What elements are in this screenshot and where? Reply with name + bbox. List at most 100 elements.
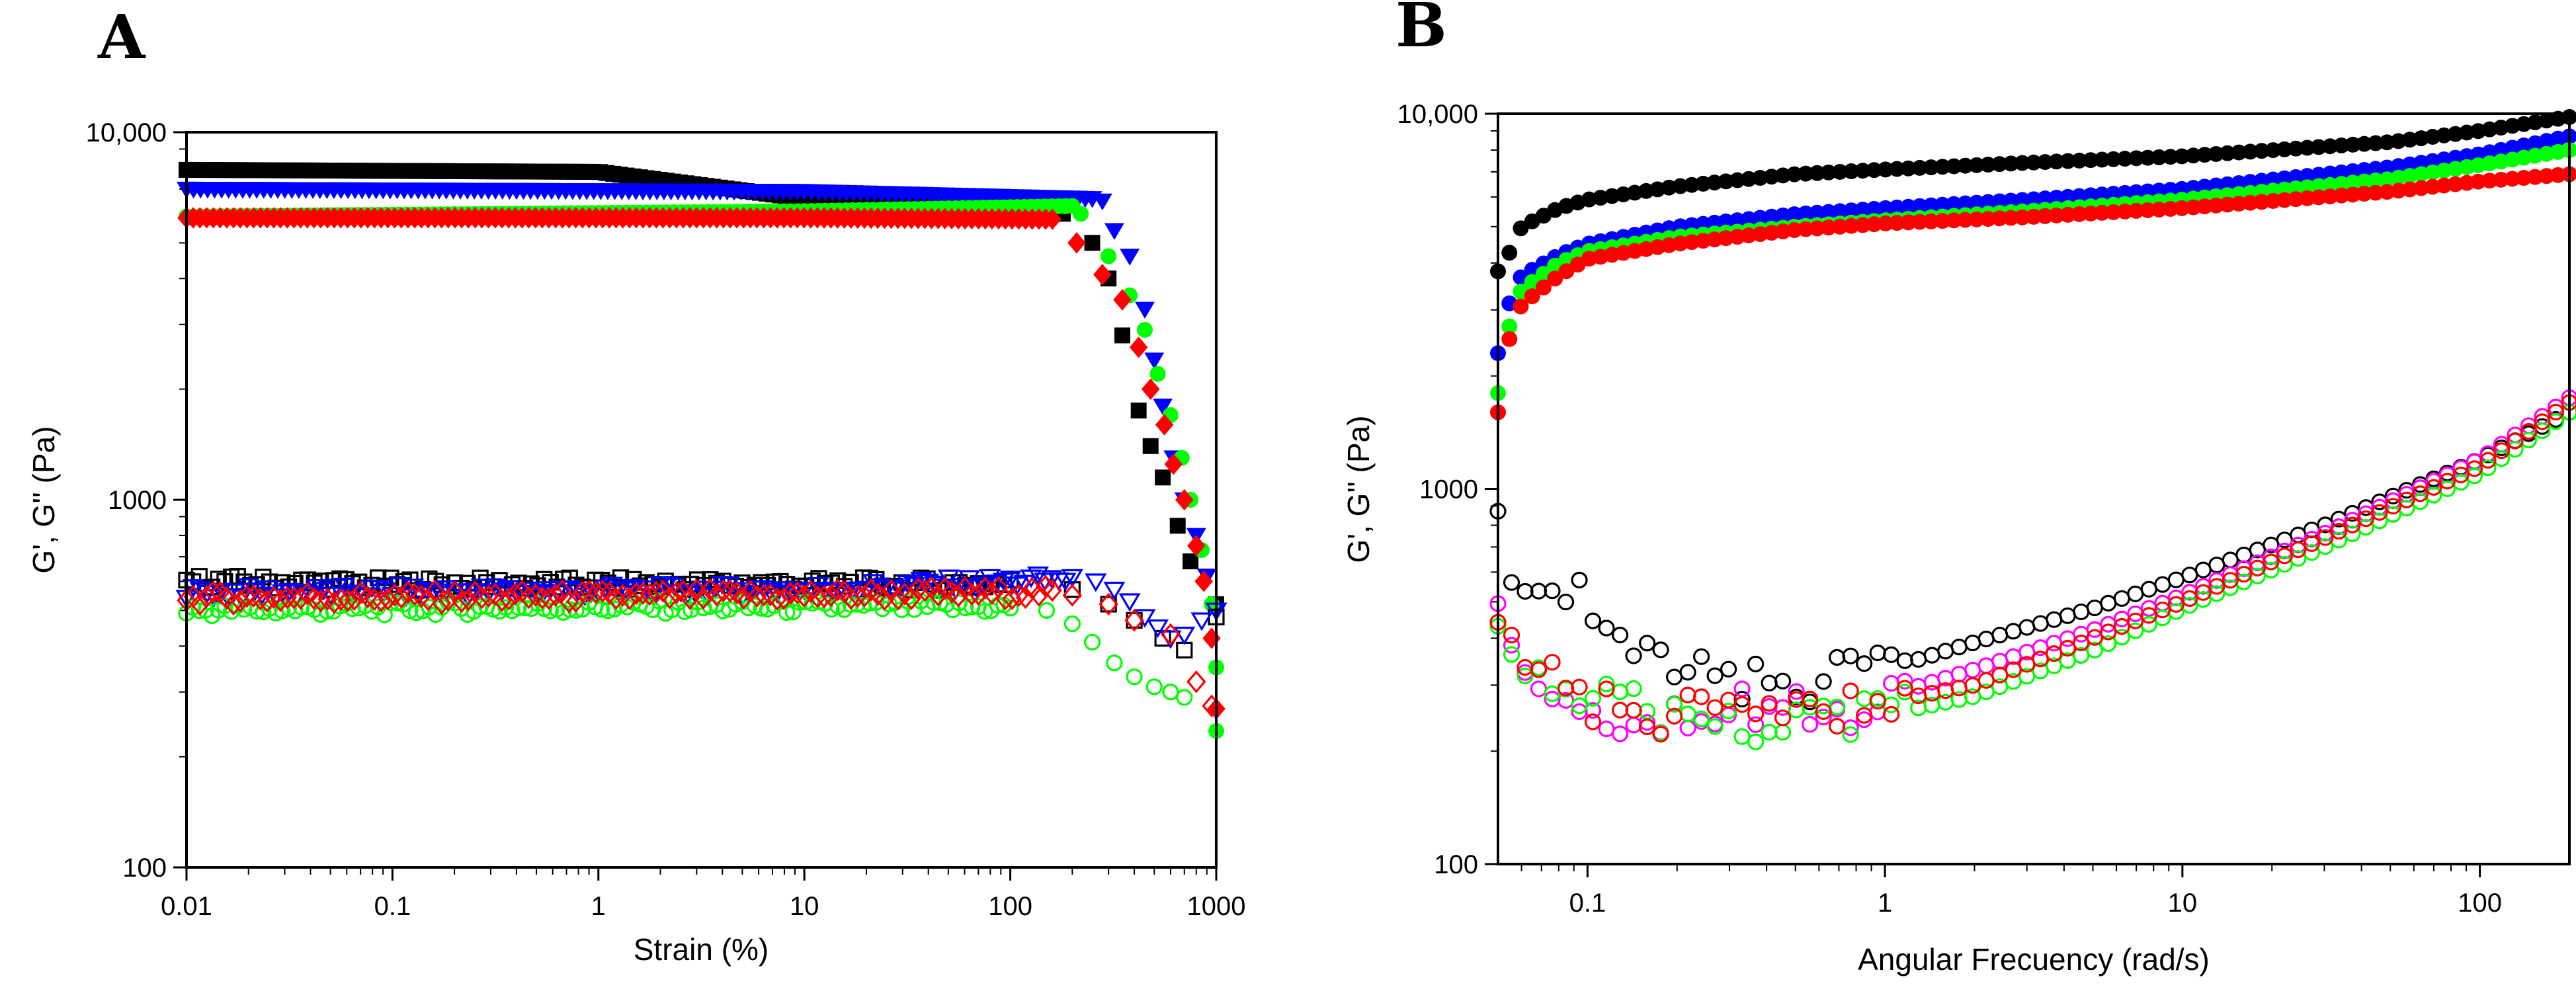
panel-b-data-point [1720, 660, 1737, 678]
panel-b-data-point [2516, 170, 2532, 186]
panel-b-data-point [2345, 175, 2361, 191]
panel-b-data-point [2094, 186, 2110, 203]
panel-a-data-point [814, 585, 834, 609]
panel-a-data-point [1084, 235, 1101, 251]
panel-b-data-point [1937, 643, 1954, 660]
panel-b-data-point [1809, 165, 1825, 181]
panel-b-data-point [2037, 208, 2054, 224]
panel-a-y-tick-label: 1000 [108, 486, 167, 515]
panel-a-data-point [1085, 573, 1107, 592]
panel-a-data-point [622, 578, 644, 598]
panel-b-data-point [2037, 190, 2054, 207]
panel-b-data-point [1501, 245, 1518, 261]
panel-a-data-point [317, 588, 337, 611]
panel-b-data-point [2151, 149, 2167, 165]
panel-a-data-point [1149, 366, 1166, 382]
panel-a-data-point [999, 571, 1022, 590]
panel-b-data-point [2371, 504, 2388, 521]
panel-b-data-point [2235, 565, 2253, 583]
panel-b-data-point [2303, 535, 2320, 552]
panel-b-data-point [2357, 518, 2375, 536]
panel-a-data-point [1099, 592, 1118, 616]
panel-b-y-tick-label: 100 [1434, 850, 1478, 879]
panel-a-data-point [431, 592, 452, 615]
panel-a-ticks: 0.01 0.1 1 10 100 1000 100 1000 10,000 [86, 118, 1246, 921]
panel-b-data-point [1530, 680, 1548, 697]
panel-b-data-point [2162, 200, 2179, 217]
panel-b-data-point [2048, 189, 2065, 206]
panel-b-data-point [2222, 551, 2239, 569]
panel-b-data-point [2356, 185, 2372, 202]
panel-b-data-point [1991, 210, 2008, 227]
panel-b-data-point [1530, 661, 1548, 678]
panel-b-data-point [1832, 218, 1849, 235]
panel-b-data-point [2253, 143, 2270, 159]
panel-b-data-point [1980, 156, 1997, 173]
panel-a-data-point [340, 584, 362, 604]
panel-b-data-point [2100, 623, 2117, 641]
panel-b-data-point [1571, 571, 1588, 588]
panel-b-data-point [2322, 138, 2339, 155]
panel-b-data-point [1896, 652, 1913, 669]
panel-b-x-tick-label: 100 [2458, 889, 2502, 918]
panel-a-data-point [1062, 584, 1083, 607]
panel-a-data-point [472, 598, 489, 616]
panel-b-data-point [1625, 717, 1642, 734]
panel-b-data-point [2162, 149, 2179, 165]
panel-b-data-point [1854, 202, 1871, 218]
panel-b-data-point [2534, 413, 2551, 430]
panel-a-data-point [358, 585, 378, 609]
panel-a-data-point [915, 578, 935, 602]
panel-b-data-point [2174, 148, 2190, 165]
panel-b-data-point [2140, 183, 2156, 200]
panel-b-data-point [1883, 674, 1900, 692]
panel-b-data-point [1584, 713, 1602, 731]
panel-b-data-point [2322, 188, 2339, 205]
panel-b-data-point [2322, 177, 2339, 193]
panel-a-data-point [1126, 668, 1143, 686]
panel-a-data-point [311, 589, 331, 613]
panel-a-data-point [1104, 223, 1124, 241]
panel-a-data-point [1106, 655, 1123, 672]
panel-b-label: B [1395, 0, 1447, 61]
panel-b-data-point [1883, 646, 1900, 663]
panel-b-data-point [1584, 612, 1602, 629]
panel-b-data-point [1977, 657, 1995, 674]
panel-b-data-point [2140, 202, 2156, 218]
panel-b-data-point [1950, 639, 1968, 656]
panel-b-data-point [1854, 163, 1871, 179]
panel-b-data-point [1934, 159, 1951, 175]
panel-b-data-point [1923, 647, 1940, 664]
panel-a-data-point [337, 588, 358, 612]
panel-a-plot-frame [185, 131, 1218, 869]
panel-b-data-point [2288, 140, 2304, 157]
panel-a-series-g-red [177, 207, 1226, 720]
panel-a-data-point [1155, 414, 1174, 436]
panel-b-data-point [1866, 200, 1882, 217]
panel-b-data-point [1733, 680, 1751, 697]
panel-b-data-point [1991, 156, 2008, 173]
panel-b-data-point [1866, 216, 1882, 233]
panel-b-data-point [1815, 709, 1832, 726]
panel-b-data-point [1877, 161, 1893, 178]
panel-b-data-point [2059, 206, 2076, 223]
panel-b-data-point [1747, 655, 1765, 672]
panel-b-y-axis-title: G', G'' (Pa) [1341, 415, 1376, 563]
panel-b-data-point [2345, 186, 2361, 203]
panel-b-data-point [1513, 220, 1529, 237]
panel-b-data-point [1869, 693, 1886, 710]
panel-b-data-point [2333, 187, 2350, 204]
panel-b-series-g-black [1490, 108, 2576, 280]
panel-a-data-point [1194, 571, 1213, 592]
panel-a-data-point [1183, 553, 1199, 570]
panel-b-data-point [2481, 173, 2498, 189]
panel-a-data-point [646, 580, 667, 604]
panel-b-data-point [1910, 651, 1927, 668]
panel-a-data-point [526, 584, 546, 607]
panel-b-data-point [1503, 637, 1520, 654]
panel-a-data-point [290, 586, 311, 610]
panel-a-data-point [1061, 569, 1083, 588]
panel-b-data-point [2368, 184, 2384, 201]
panel-b-data-point [2219, 196, 2235, 213]
panel-b-data-point [2299, 139, 2315, 156]
